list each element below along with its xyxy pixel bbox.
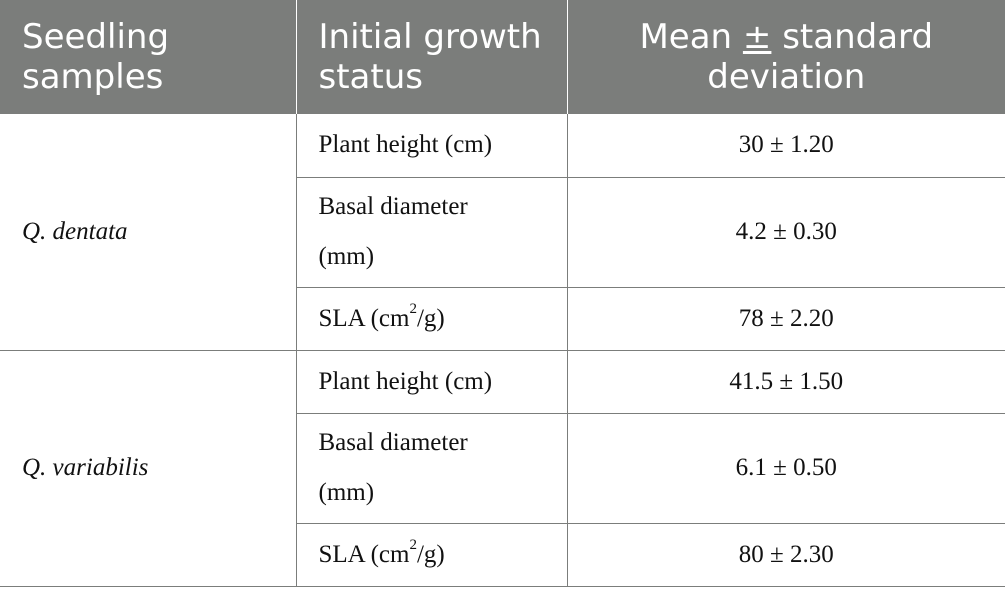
header-text: standard	[771, 17, 934, 57]
param-cell: SLA (cm2/g)	[295, 287, 568, 351]
header-text: Seedling	[22, 17, 170, 57]
table-row: Q. dentata Plant height (cm) 30 ± 1.20	[0, 114, 1005, 351]
param-text: Basal diameter	[318, 429, 468, 456]
param-cell: Plant height (cm)	[295, 114, 568, 178]
table-header: Seedling samples Initial growth status M…	[0, 0, 1005, 114]
param-text: (mm)	[318, 243, 375, 270]
param-cell: Basal diameter (mm)	[295, 413, 568, 524]
param-text: (mm)	[318, 479, 375, 506]
value-cell: 30 ± 1.20	[566, 114, 1005, 178]
table-row: Basal diameter (mm) 4.2 ± 0.30	[0, 177, 1005, 288]
value-cell: 41.5 ± 1.50	[566, 350, 1005, 414]
table-row: Q. variabilis Plant height (cm) 41.5 ± 1…	[0, 350, 1005, 587]
value-cell: 80 ± 2.30	[566, 523, 1005, 587]
table-row: SLA (cm2/g) 78 ± 2.20	[0, 287, 1005, 351]
header-mean-sd: Mean ± standard deviation	[566, 0, 1005, 114]
param-text: Basal diameter	[318, 193, 468, 220]
header-row: Seedling samples Initial growth status M…	[0, 0, 1005, 114]
header-text-line: Mean ± standard	[590, 17, 984, 57]
plus-minus-symbol: ±	[742, 17, 772, 57]
header-text: deviation	[707, 57, 866, 97]
species-cell: Q. variabilis	[0, 350, 297, 587]
header-initial-growth-status: Initial growth status	[295, 0, 567, 114]
param-text: /g)	[416, 540, 445, 568]
header-seedling-samples: Seedling samples	[0, 0, 296, 114]
header-text: samples	[22, 57, 164, 97]
header-text: status	[318, 57, 423, 97]
header-text: Initial growth	[318, 17, 542, 57]
param-cell: SLA (cm2/g)	[295, 523, 568, 587]
param-cell: Basal diameter (mm)	[295, 177, 568, 288]
table-row: Basal diameter (mm) 6.1 ± 0.50	[0, 413, 1005, 524]
value-cell: 78 ± 2.20	[566, 287, 1005, 351]
species-cell: Q. dentata	[0, 114, 297, 351]
superscript: 2	[409, 537, 417, 554]
superscript: 2	[409, 301, 417, 318]
param-text: /g)	[416, 304, 445, 332]
value-cell: 4.2 ± 0.30	[566, 177, 1005, 288]
param-text: SLA (cm	[318, 540, 410, 568]
table-row: SLA (cm2/g) 80 ± 2.30	[0, 523, 1005, 587]
param-cell: Plant height (cm)	[295, 350, 568, 414]
header-text: Mean	[639, 17, 743, 57]
value-cell: 6.1 ± 0.50	[566, 413, 1005, 524]
table-body: Q. dentata Plant height (cm) 30 ± 1.20 B…	[0, 114, 1005, 587]
data-table: Seedling samples Initial growth status M…	[0, 0, 1005, 587]
param-text: SLA (cm	[318, 304, 410, 332]
